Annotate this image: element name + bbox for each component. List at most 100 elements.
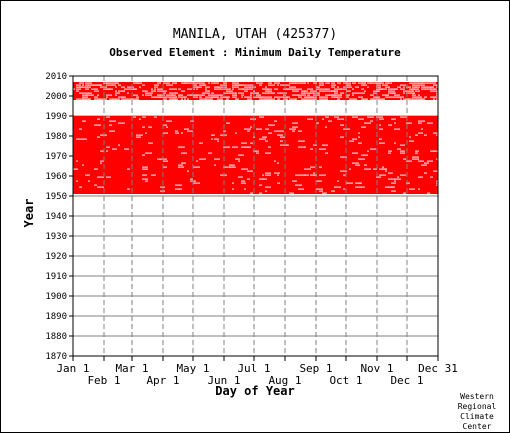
- data-gap: [187, 170, 189, 172]
- data-gap: [112, 148, 117, 150]
- data-gap: [181, 162, 186, 164]
- data-gap: [352, 94, 354, 96]
- data-gap: [334, 90, 336, 92]
- data-gap: [193, 94, 198, 96]
- data-gap: [352, 162, 359, 164]
- data-gap: [349, 86, 352, 88]
- data-gap: [265, 96, 272, 98]
- data-gap: [259, 98, 266, 100]
- plot-area: [73, 75, 443, 357]
- data-gap: [265, 86, 267, 88]
- data-gap: [175, 132, 179, 134]
- data-gap: [289, 86, 296, 88]
- data-gap: [379, 142, 385, 144]
- data-gap: [412, 94, 416, 96]
- data-gap: [271, 84, 275, 86]
- data-gap: [235, 98, 239, 100]
- data-gap: [106, 150, 108, 152]
- data-gap: [250, 96, 252, 98]
- data-gap: [301, 90, 306, 92]
- data-gap: [262, 136, 267, 138]
- data-gap: [400, 174, 406, 176]
- data-gap: [265, 152, 271, 154]
- data-gap: [355, 98, 357, 100]
- data-gap: [160, 96, 162, 98]
- data-gap: [400, 96, 404, 98]
- data-gap: [304, 174, 309, 176]
- data-gap: [433, 88, 435, 90]
- data-gap: [391, 182, 396, 184]
- data-gap: [412, 88, 419, 90]
- data-gap: [334, 116, 339, 118]
- data-gap: [268, 98, 272, 100]
- data-gap: [160, 90, 167, 92]
- data-gap: [133, 94, 138, 96]
- data-gap: [364, 84, 367, 86]
- data-gap: [211, 82, 214, 84]
- data-gap: [268, 84, 271, 86]
- data-gap: [436, 158, 442, 160]
- data-gap: [337, 94, 342, 96]
- data-gap: [94, 124, 101, 126]
- data-gap: [286, 88, 291, 90]
- data-gap: [295, 88, 302, 90]
- data-gap: [385, 82, 389, 84]
- data-gap: [280, 92, 287, 94]
- data-gap: [292, 126, 298, 128]
- data-gap: [109, 124, 112, 126]
- data-gap: [352, 88, 354, 90]
- data-gap: [94, 184, 97, 186]
- data-gap: [247, 98, 252, 100]
- data-gap: [187, 88, 192, 90]
- data-gap: [319, 166, 322, 168]
- data-gap: [130, 98, 133, 100]
- data-gap: [217, 94, 223, 96]
- data-gap: [334, 94, 337, 96]
- data-gap: [178, 88, 181, 90]
- data-gap: [115, 82, 119, 84]
- data-gap: [208, 152, 212, 154]
- data-gap: [88, 180, 90, 182]
- data-gap: [178, 164, 183, 166]
- data-gap: [265, 88, 272, 90]
- data-gap: [325, 152, 328, 154]
- data-gap: [409, 82, 415, 84]
- data-gap: [433, 170, 439, 172]
- data-gap: [289, 88, 293, 90]
- data-gap: [418, 132, 423, 134]
- data-gap: [169, 88, 175, 90]
- data-gap: [238, 92, 244, 94]
- data-gap: [337, 180, 339, 182]
- data-gap: [358, 132, 360, 134]
- data-gap: [400, 98, 402, 100]
- data-gap: [355, 86, 359, 88]
- data-gap: [229, 164, 235, 166]
- data-gap: [133, 116, 136, 118]
- data-gap: [337, 86, 339, 88]
- data-gap: [427, 160, 433, 162]
- data-gap: [115, 98, 118, 100]
- data-gap: [265, 140, 268, 142]
- data-gap: [247, 170, 253, 172]
- data-gap: [79, 128, 82, 130]
- data-gap: [214, 82, 217, 84]
- data-gap: [253, 150, 259, 152]
- data-gap: [163, 92, 166, 94]
- data-gap: [310, 148, 313, 150]
- data-gap: [244, 96, 249, 98]
- data-gap: [382, 84, 385, 86]
- data-gap: [346, 182, 353, 184]
- data-gap: [223, 82, 227, 84]
- data-gap: [136, 136, 141, 138]
- data-gap: [298, 146, 305, 148]
- data-gap: [169, 92, 176, 94]
- data-gap: [373, 96, 378, 98]
- data-gap: [277, 82, 280, 84]
- data-gap: [298, 140, 305, 142]
- data-gap: [118, 98, 120, 100]
- data-gap: [178, 146, 185, 148]
- data-gap: [97, 84, 102, 86]
- data-gap: [220, 88, 223, 90]
- data-gap: [292, 94, 299, 96]
- x-tick-label: Oct 1: [329, 374, 362, 387]
